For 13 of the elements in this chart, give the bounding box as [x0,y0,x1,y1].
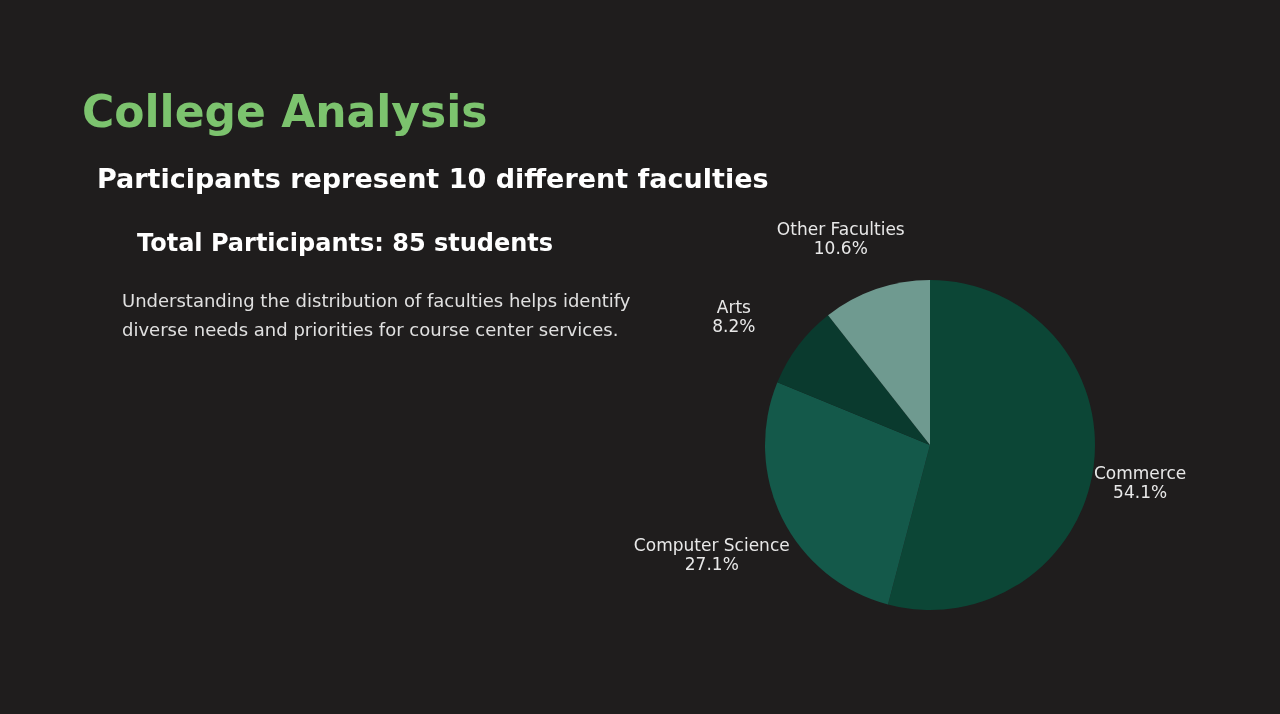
data-label: 27.1% [684,554,739,575]
text: Understanding the distribution of faculties helps identify diverse needs and priorities for course center services. [122,290,631,340]
data-label: 10.6% [813,238,868,259]
data-label: 54.1% [1113,482,1168,503]
chart-title: College Analysis [82,86,488,137]
text: Total Participants: 85 students [137,229,554,257]
slice-label: Computer Science [633,535,790,556]
slice-label: Commerce [1093,463,1187,484]
data-label: 8.2% [712,316,756,337]
slice-label: Arts [716,297,752,318]
pie-slice [828,280,930,445]
slice-label: Other Faculties [776,219,905,240]
chart-subtitle: Participants represent 10 different faculties [97,163,769,194]
